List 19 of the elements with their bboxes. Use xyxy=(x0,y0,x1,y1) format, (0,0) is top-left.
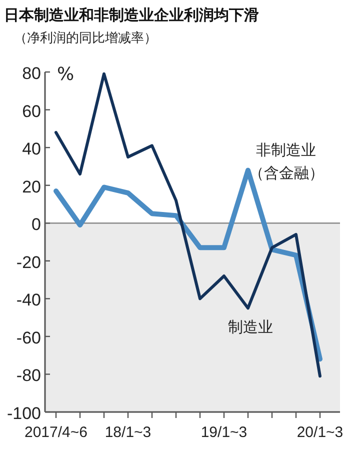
y-tick-label: 60 xyxy=(22,102,41,121)
x-tick-label: 18/1~3 xyxy=(104,424,152,441)
series-label: 制造业 xyxy=(228,318,273,336)
x-tick-label: 2017/4~6 xyxy=(24,424,88,441)
y-tick-label: -100 xyxy=(6,404,41,423)
y-tick-label: -40 xyxy=(16,290,41,310)
y-axis-title: % xyxy=(57,64,74,85)
chart-title: 日本制造业和非制造业企业利润均下滑 xyxy=(4,6,259,24)
x-tick-label: 19/1~3 xyxy=(200,424,248,441)
chart-subtitle: （净利润的同比增减率） xyxy=(14,30,157,46)
x-tick-label: 20/1~3 xyxy=(296,424,344,441)
y-tick-label: 40 xyxy=(22,140,41,159)
y-tick-label: -60 xyxy=(16,328,41,348)
y-tick-label: 20 xyxy=(22,177,41,196)
y-tick-label: 80 xyxy=(22,64,41,83)
y-tick-label: 0 xyxy=(32,215,41,234)
y-tick-label: -20 xyxy=(16,252,41,272)
y-tick-label: -80 xyxy=(16,366,41,386)
series-label: 非制造业（含金融） xyxy=(249,141,324,182)
